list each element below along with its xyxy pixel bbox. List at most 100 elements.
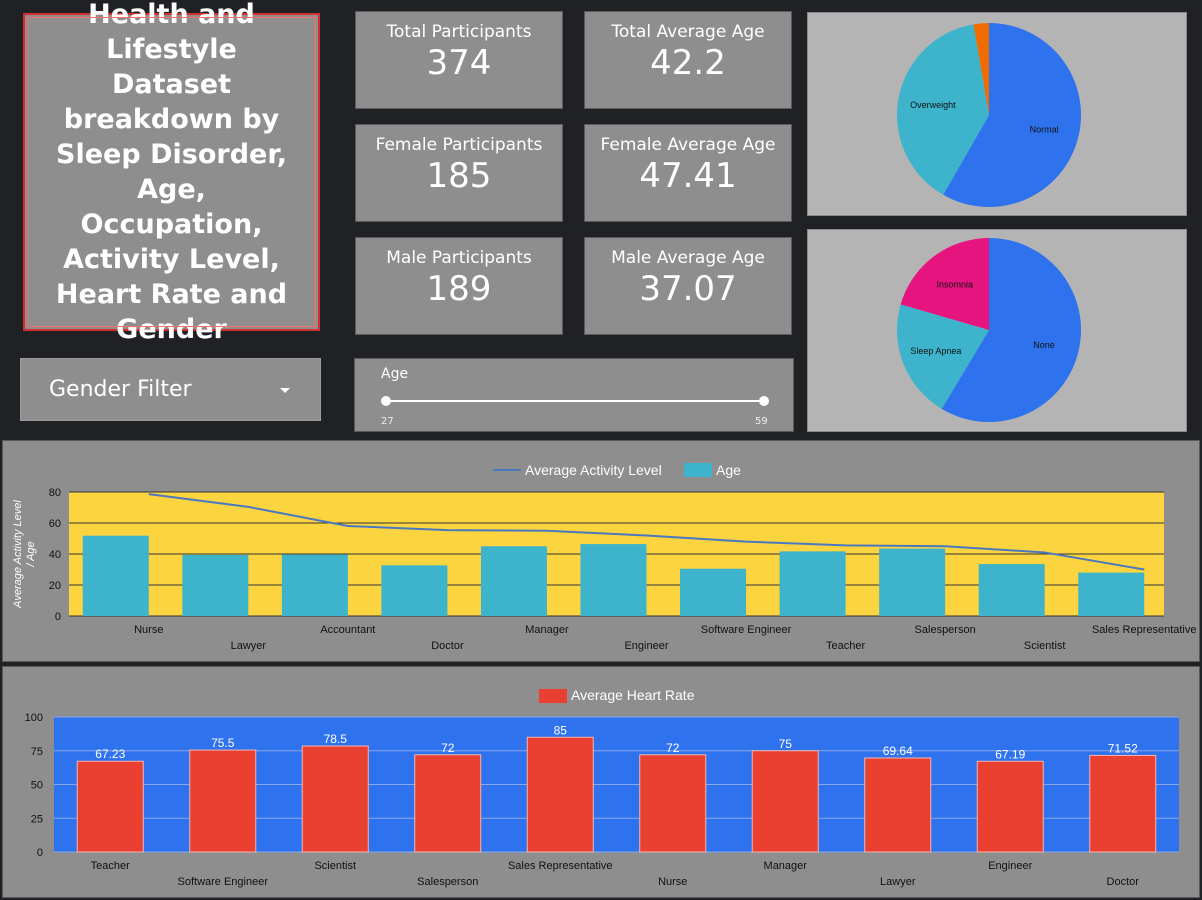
data-label: 67.23 <box>95 747 125 761</box>
chevron-down-icon <box>280 388 290 393</box>
legend-label: Average Activity Level <box>525 462 662 478</box>
kpi-label: Total Participants <box>386 22 532 42</box>
line-average-activity-level <box>148 493 1145 571</box>
data-label: 85 <box>554 723 568 737</box>
kpi-label: Total Average Age <box>611 22 765 42</box>
x-tick-label: Teacher <box>91 860 130 872</box>
y-tick-label: 40 <box>49 549 61 561</box>
data-label: 75.5 <box>211 736 235 750</box>
x-tick-label: Scientist <box>1024 640 1066 652</box>
bar-heart-rate-teacher <box>76 760 144 853</box>
x-tick-label: Software Engineer <box>178 876 269 888</box>
x-tick-label: Manager <box>525 624 569 636</box>
x-tick-label: Sales Representative <box>508 860 613 872</box>
x-tick-label: Software Engineer <box>701 624 792 636</box>
kpi-label: Male Participants <box>386 248 532 268</box>
kpi-male-average-age: Male Average Age 37.07 <box>584 237 792 335</box>
bar-age-manager <box>480 546 547 616</box>
bar-age-scientist <box>978 564 1045 616</box>
x-tick-label: Manager <box>764 860 808 872</box>
x-tick-label: Lawyer <box>880 876 916 888</box>
bar-heart-rate-engineer <box>976 760 1044 853</box>
pie-slice-overweight <box>897 24 989 195</box>
kpi-female-average-age: Female Average Age 47.41 <box>584 124 792 222</box>
y-tick-label: 100 <box>25 712 43 724</box>
sleep-disorder-pie-panel: None Sleep Apnea Insomnia <box>807 229 1187 432</box>
y-tick-label: 50 <box>31 780 43 792</box>
data-label: 69.64 <box>883 744 913 758</box>
pie-slice-other <box>973 23 989 115</box>
legend-bar-swatch <box>684 463 712 477</box>
y-tick-label: 0 <box>55 611 61 623</box>
x-tick-label: Salesperson <box>417 876 478 888</box>
bar-heart-rate-nurse <box>639 754 707 853</box>
y-tick-label: 75 <box>31 746 43 758</box>
legend-label: Average Heart Rate <box>571 687 695 703</box>
x-tick-label: Salesperson <box>915 624 976 636</box>
kpi-value: 37.07 <box>639 269 737 309</box>
dashboard-title-card: Health and Lifestyle Dataset breakdown b… <box>23 0 320 345</box>
age-slider-max-value: 59 <box>755 416 768 427</box>
bmi-category-pie-panel: Normal Overweight <box>807 12 1187 216</box>
bar-age-engineer <box>580 544 647 616</box>
bmi-category-pie-chart: Normal Overweight <box>897 23 1081 208</box>
pie-slice-sleep-apnea <box>897 304 989 409</box>
y-tick-label: 60 <box>49 518 61 530</box>
kpi-label: Female Average Age <box>600 135 776 155</box>
bar-age-salesperson <box>879 548 946 616</box>
kpi-value: 189 <box>426 269 492 309</box>
y-axis-label-line2: / Age <box>25 541 37 567</box>
bar-age-teacher <box>779 551 846 616</box>
x-tick-label: Engineer <box>988 860 1032 872</box>
pie-slice-label: Sleep Apnea <box>910 346 961 356</box>
dashboard-title: Health and Lifestyle Dataset breakdown b… <box>55 0 288 345</box>
y-tick-label: 20 <box>49 580 61 592</box>
kpi-total-average-age: Total Average Age 42.2 <box>584 11 792 109</box>
activity-age-chart: 0 20 40 60 80 Nurse Lawyer Accountant Doctor Mana… <box>12 462 1197 652</box>
heart-rate-chart: 0 25 50 75 100 67.23 Teacher 75.5 Software Engin… <box>25 687 1179 888</box>
kpi-total-participants: Total Participants 374 <box>355 11 563 109</box>
sleep-disorder-pie-chart: None Sleep Apnea Insomnia <box>897 238 1081 422</box>
bar-age-accountant <box>281 554 348 616</box>
pie-slice-normal <box>943 23 1081 208</box>
y-tick-label: 80 <box>49 487 61 499</box>
bar-heart-rate-scientist <box>301 745 369 853</box>
x-tick-label: Accountant <box>320 624 375 636</box>
bar-heart-rate-software-engineer <box>189 749 257 853</box>
gender-filter-dropdown[interactable]: Gender Filter <box>20 358 321 421</box>
age-slider-min-handle[interactable] <box>381 396 391 406</box>
data-label: 75 <box>779 737 793 751</box>
heart-rate-chart-panel: 0 25 50 75 100 67.23 Teacher 75.5 Software Engin… <box>2 666 1200 898</box>
activity-age-chart-panel: 0 20 40 60 80 Nurse Lawyer Accountant Doctor Mana… <box>2 440 1200 662</box>
kpi-value: 374 <box>426 43 492 83</box>
y-tick-label: 25 <box>31 813 43 825</box>
bar-heart-rate-lawyer <box>864 757 932 853</box>
data-label: 71.52 <box>1108 741 1138 755</box>
age-slider-track[interactable] <box>386 400 764 402</box>
x-tick-label: Lawyer <box>231 640 267 652</box>
pie-slice-label: Insomnia <box>936 279 973 289</box>
kpi-value: 42.2 <box>650 43 726 83</box>
kpi-female-participants: Female Participants 185 <box>355 124 563 222</box>
data-label: 78.5 <box>324 732 348 746</box>
bar-heart-rate-salesperson <box>414 754 482 853</box>
bar-age-nurse <box>82 535 149 616</box>
x-tick-label: Nurse <box>134 624 163 636</box>
pie-slice-insomnia <box>900 238 989 330</box>
kpi-male-participants: Male Participants 189 <box>355 237 563 335</box>
bar-age-software-engineer <box>680 568 747 616</box>
age-range-slider[interactable]: Age 27 59 <box>354 358 794 432</box>
x-tick-label: Doctor <box>1107 876 1140 888</box>
pie-slice-none <box>941 238 1081 422</box>
x-tick-label: Sales Representative <box>1092 624 1197 636</box>
legend-bar-swatch <box>539 689 567 703</box>
bar-heart-rate-doctor <box>1089 754 1157 853</box>
age-slider-max-handle[interactable] <box>759 396 769 406</box>
kpi-label: Male Average Age <box>611 248 765 268</box>
y-axis-label: Average Activity Level <box>12 500 24 609</box>
age-slider-min-value: 27 <box>381 416 394 427</box>
data-label: 67.19 <box>995 747 1025 761</box>
y-tick-label: 0 <box>37 847 43 859</box>
kpi-label: Female Participants <box>375 135 543 155</box>
kpi-value: 47.41 <box>639 156 737 196</box>
